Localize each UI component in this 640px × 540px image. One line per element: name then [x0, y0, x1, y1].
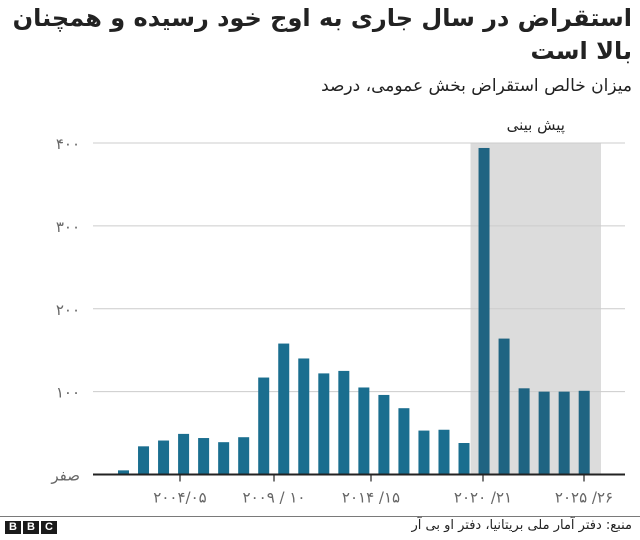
bar: [418, 430, 430, 475]
bar: [138, 446, 150, 475]
bar: [198, 438, 210, 475]
x-tick-label: ۲۰۲۰ /۲۱: [454, 489, 512, 507]
y-tick-label: ۱۰۰: [56, 384, 80, 402]
chart-title: استقراض در سال جاری به اوج خود رسیده و ه…: [12, 4, 632, 65]
x-tick-label: ۲۰۰۹ / ۱۰: [243, 489, 306, 507]
bar-chart: صفر ۱۰۰ ۲۰۰ ۳۰۰ ۴۰۰ ۲۰۰۴/۰۵ ۲۰۰۹ / ۱۰ ۲۰۱۴ /۱۵ ۲…: [50, 135, 625, 507]
bar: [178, 433, 190, 475]
bbc-logo: B B C: [5, 521, 57, 534]
forecast-label: پیش بینی: [506, 116, 565, 134]
bar: [398, 408, 410, 475]
bbc-logo-letter: B: [23, 521, 39, 534]
source-note: منبع: دفتر آمار ملی بریتانیا، دفتر او بی…: [411, 518, 632, 533]
bbc-logo-letter: C: [41, 521, 57, 534]
x-tick-label: ۲۰۰۴/۰۵: [153, 489, 206, 507]
x-tick-label: ۲۰۲۵ /۲۶: [555, 489, 613, 507]
bar: [118, 470, 129, 475]
bar: [518, 388, 530, 475]
bar: [378, 394, 390, 475]
bar: [258, 377, 270, 475]
bar: [338, 370, 350, 475]
bar: [298, 358, 310, 475]
y-tick-label: ۳۰۰: [56, 218, 80, 236]
y-tick-label: ۲۰۰: [56, 301, 80, 319]
bar: [558, 391, 570, 475]
chart-subtitle: میزان خالص استقراض بخش عمومی، درصد: [321, 76, 632, 96]
bar: [458, 443, 470, 475]
bar: [278, 343, 290, 475]
bar: [538, 391, 550, 475]
bar: [498, 338, 510, 475]
bar: [158, 440, 170, 475]
footer-divider: [0, 516, 640, 517]
bar: [318, 373, 330, 475]
y-tick-label: صفر: [50, 467, 80, 485]
bar: [478, 147, 490, 475]
bar: [578, 390, 590, 475]
x-tick-label: ۲۰۱۴ /۱۵: [342, 489, 400, 507]
bar: [238, 437, 250, 475]
y-tick-label: ۴۰۰: [56, 135, 80, 153]
bar: [218, 442, 230, 475]
bbc-logo-letter: B: [5, 521, 21, 534]
bar: [438, 429, 450, 475]
bar: [358, 387, 370, 475]
